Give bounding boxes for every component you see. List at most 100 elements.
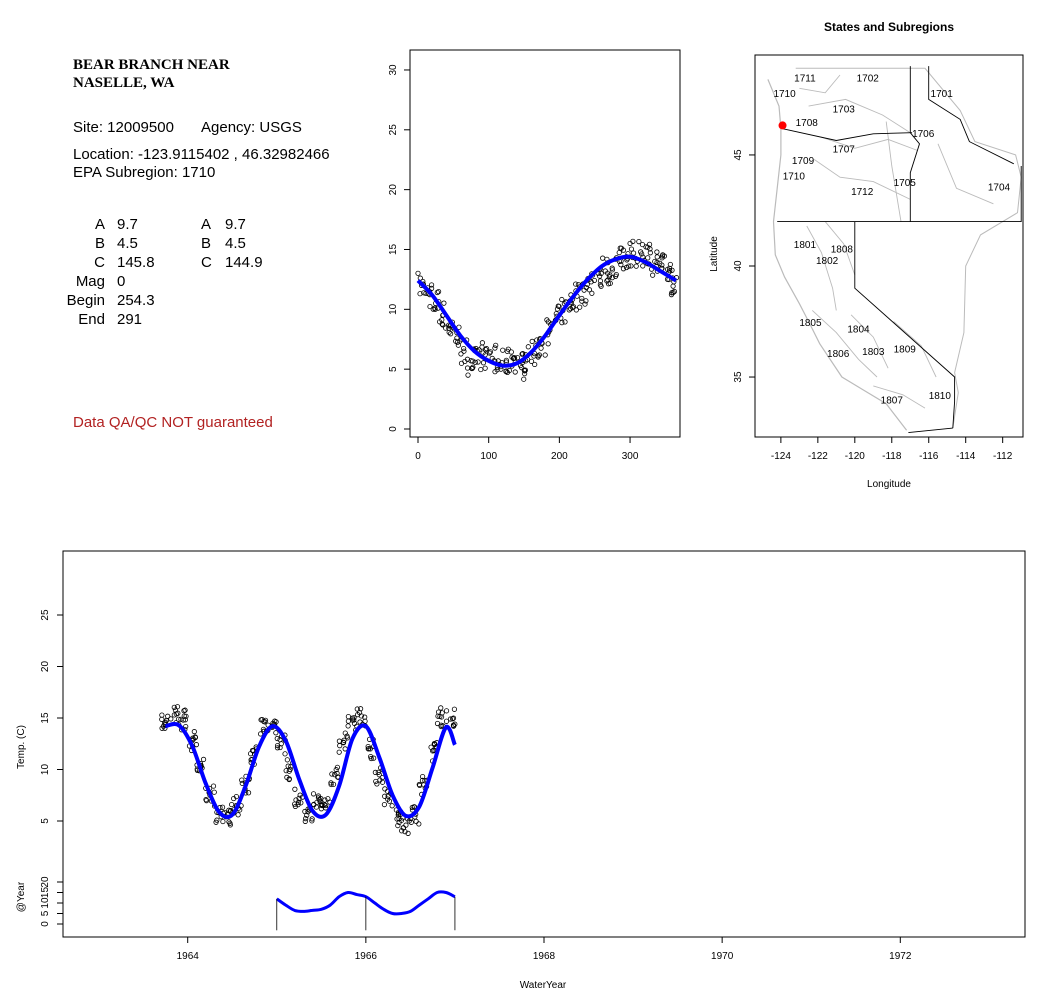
ts-data-point: [399, 828, 405, 834]
ts-data-point: [274, 745, 281, 751]
ts-data-point: [219, 804, 226, 810]
subregion-boundary: [850, 314, 889, 369]
subregion-label: 1703: [833, 105, 856, 116]
param-label2: A: [201, 216, 212, 233]
doy-data-point: [654, 259, 660, 266]
site-marker: [778, 121, 787, 130]
ts-data-point: [333, 767, 339, 773]
doy-data-point: [508, 349, 514, 355]
site-name-line1: BEAR BRANCH NEAR: [73, 57, 230, 73]
doy-data-point: [607, 280, 613, 286]
ts-x-tick-label: 1966: [355, 951, 378, 962]
doy-data-point: [639, 241, 646, 248]
doy-data-point: [520, 351, 526, 357]
doy-data-point: [493, 342, 499, 348]
ts-data-point: [229, 801, 235, 808]
subregion-label: 1710: [773, 89, 796, 100]
ts-data-point: [258, 717, 264, 723]
doy-data-point: [600, 255, 606, 261]
subregion-boundary: [799, 74, 841, 94]
doy-data-point: [492, 345, 498, 351]
ts-data-point: [277, 737, 283, 743]
subregion-boundary: [811, 310, 878, 378]
ts-year-tick-label: 5: [40, 910, 51, 916]
doy-data-point: [522, 371, 528, 377]
ts-data-point: [174, 704, 181, 710]
doy-data-point: [657, 260, 663, 266]
doy-data-point: [512, 369, 518, 375]
doy-data-point: [559, 320, 565, 326]
doy-data-point: [465, 372, 471, 378]
doy-y-tick-label: 0: [388, 426, 399, 432]
doy-data-point: [479, 340, 485, 346]
ts-y-tick-label: 25: [40, 609, 51, 621]
doy-fit-line: [416, 254, 678, 368]
ts-data-point: [402, 829, 408, 835]
doy-data-point: [472, 359, 478, 365]
param-value: 291: [117, 311, 143, 328]
param-value2: 9.7: [225, 216, 246, 233]
ts-data-point: [282, 751, 288, 757]
ts-data-point: [245, 790, 252, 796]
doy-data-point: [462, 358, 468, 365]
ts-data-point: [330, 781, 337, 787]
param-label: Mag: [75, 273, 105, 290]
ts-data-point: [183, 723, 189, 730]
ts-data-point: [182, 717, 188, 723]
ts-data-point: [411, 804, 417, 810]
ts-data-point: [235, 812, 241, 818]
site-name-line2: NASELLE, WA: [73, 75, 175, 91]
doy-data-point: [434, 289, 440, 296]
doy-data-point: [521, 376, 527, 382]
ts-data-point: [284, 757, 290, 763]
ts-data-point: [345, 723, 351, 729]
ts-data-point: [272, 718, 278, 724]
ts-y-axis-label: Temp. (C): [16, 725, 27, 769]
subregion-label: 1706: [912, 129, 935, 140]
doy-data-point: [604, 278, 610, 284]
ts-x-axis-label: WaterYear: [520, 980, 567, 991]
param-label: B: [94, 235, 105, 252]
doy-data-point: [591, 277, 597, 284]
subregion-map: States and Subregions Longitude Latitude…: [709, 20, 1024, 490]
ts-data-point: [309, 816, 315, 822]
ts-data-point: [398, 817, 405, 823]
region-outer-boundary: [795, 67, 1022, 429]
doy-x-tick-label: 0: [415, 451, 421, 462]
ts-data-point: [395, 812, 401, 818]
state-boundary: [780, 127, 913, 141]
doy-data-point: [597, 278, 604, 284]
doy-data-point: [428, 282, 435, 288]
doy-data-point: [519, 351, 525, 357]
map-x-axis-label: Longitude: [867, 479, 911, 490]
ts-data-point: [182, 707, 188, 713]
ts-data-point: [417, 782, 423, 789]
subregion-boundary: [824, 221, 856, 276]
doy-data-point: [441, 300, 447, 306]
ts-data-point: [413, 818, 419, 824]
param-value2: 4.5: [225, 235, 246, 252]
ts-x-tick-label: 1970: [711, 951, 734, 962]
ts-data-point: [447, 716, 454, 722]
ts-data-point: [443, 718, 450, 724]
doy-y-tick-label: 25: [388, 124, 399, 136]
ts-data-point: [340, 739, 346, 745]
doy-data-point: [671, 288, 677, 295]
doy-data-point: [503, 368, 509, 375]
map-y-tick-label: 35: [733, 371, 744, 383]
doy-data-point: [596, 273, 603, 279]
param-label2: C: [201, 254, 212, 271]
ts-data-point: [311, 801, 317, 808]
doy-y-tick-label: 5: [388, 366, 399, 372]
ts-fit-line: [165, 721, 457, 820]
ts-year-tick-label: 20: [40, 876, 51, 888]
doy-data-point: [620, 247, 627, 253]
param-label: End: [78, 311, 105, 328]
doy-data-point: [480, 360, 487, 366]
doy-data-point: [427, 303, 433, 310]
doy-data-point: [670, 283, 676, 289]
ts-data-point: [286, 776, 292, 782]
ts-data-point: [376, 772, 382, 778]
doy-data-point: [475, 359, 481, 365]
epa-subregion: EPA Subregion: 1710: [73, 164, 216, 181]
